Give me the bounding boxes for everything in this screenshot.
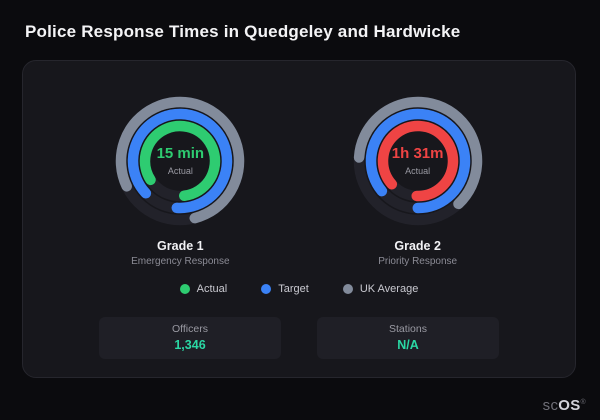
- registered-mark: ®: [580, 399, 586, 406]
- brand-prefix: sc: [542, 397, 559, 414]
- ring-uk-average: [116, 96, 245, 226]
- brand-logo: scOS®: [543, 397, 586, 414]
- gauge-rings: 15 min Actual: [112, 93, 248, 229]
- gauges-row: 15 min Actual Grade 1 Emergency Response 1h …: [23, 93, 575, 267]
- legend-item-uk-average[interactable]: UK Average: [342, 283, 419, 295]
- gauge-grade-1: 15 min Actual Grade 1 Emergency Response: [70, 93, 290, 267]
- stats-row: Officers 1,346 Stations N/A: [23, 317, 575, 359]
- stat-label: Stations: [389, 323, 427, 335]
- ring-actual: [377, 120, 458, 202]
- legend-label: UK Average: [359, 283, 419, 295]
- ring-target: [365, 108, 470, 214]
- stat-box-stations: Stations N/A: [317, 317, 499, 359]
- legend-dot-icon: [179, 284, 190, 294]
- gauge-grade-subtitle: Priority Response: [378, 256, 458, 267]
- gauge-svg: [116, 96, 245, 226]
- stat-label: Officers: [172, 323, 208, 335]
- ring-actual: [140, 120, 221, 202]
- gauge-rings: 1h 31m Actual: [350, 93, 486, 229]
- gauge-grade-2: 1h 31m Actual Grade 2 Priority Response: [308, 93, 528, 267]
- dashboard-card: 15 min Actual Grade 1 Emergency Response 1h …: [22, 60, 576, 378]
- stat-box-officers: Officers 1,346: [99, 317, 281, 359]
- legend-dot-icon: [342, 284, 353, 294]
- legend-item-target[interactable]: Target: [261, 283, 309, 295]
- stat-value: 1,346: [174, 338, 206, 352]
- stat-value: N/A: [397, 338, 419, 352]
- gauge-grade-title: Grade 1: [157, 239, 204, 253]
- ring-uk-average: [353, 96, 482, 226]
- chart-legend: Actual Target UK Average: [23, 283, 575, 295]
- legend-label: Target: [278, 283, 309, 295]
- legend-label: Actual: [196, 283, 228, 295]
- brand-suffix: OS: [558, 397, 581, 414]
- gauge-svg: [353, 96, 482, 226]
- ring-target: [128, 108, 233, 214]
- page-title: Police Response Times in Quedgeley and H…: [25, 22, 461, 41]
- legend-dot-icon: [261, 284, 272, 294]
- legend-item-actual[interactable]: Actual: [179, 283, 228, 295]
- gauge-grade-title: Grade 2: [394, 239, 441, 253]
- gauge-grade-subtitle: Emergency Response: [131, 256, 230, 267]
